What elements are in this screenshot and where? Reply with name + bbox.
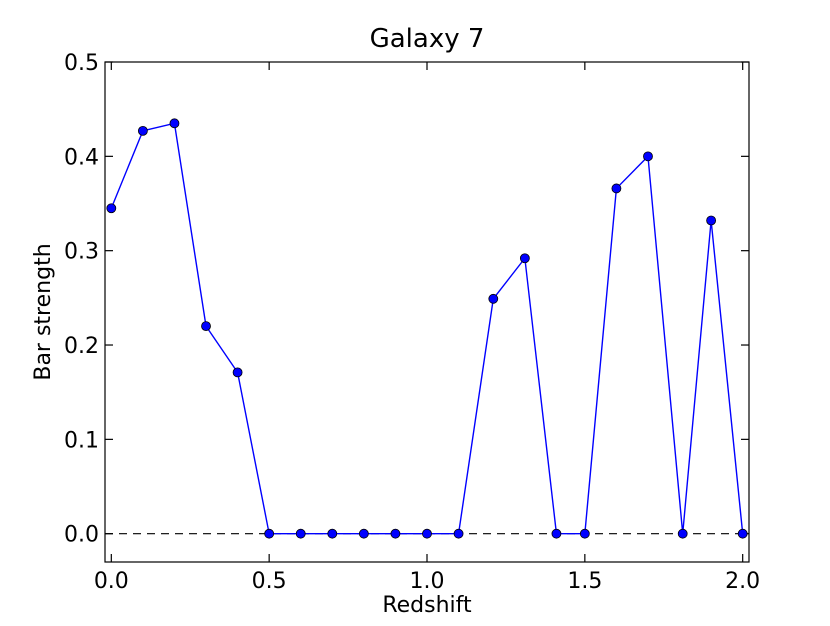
data-point — [737, 528, 748, 539]
chart-title: Galaxy 7 — [370, 24, 485, 54]
data-point — [643, 151, 653, 162]
data-point — [453, 528, 464, 539]
data-point — [677, 528, 688, 539]
plot-frame — [104, 61, 750, 563]
y-tick-label: 0.2 — [64, 334, 99, 359]
data-point — [295, 528, 306, 539]
data-point — [519, 253, 530, 264]
x-tick-label: 0.0 — [94, 569, 129, 594]
y-tick-label: 0.1 — [64, 428, 99, 453]
y-tick-label: 0.3 — [64, 240, 99, 265]
data-point — [264, 528, 275, 539]
y-axis-label: Bar strength — [31, 243, 56, 380]
x-tick-label: 1.0 — [410, 569, 445, 594]
y-tick-label: 0.0 — [64, 523, 99, 548]
data-point — [327, 528, 338, 539]
data-point — [232, 367, 243, 378]
y-tick-label: 0.4 — [64, 145, 99, 170]
data-point — [137, 125, 148, 136]
data-point — [611, 183, 622, 194]
data-point — [488, 293, 499, 304]
x-tick-label: 2.0 — [725, 569, 760, 594]
data-point — [706, 215, 717, 226]
data-point — [422, 528, 432, 539]
data-point — [579, 528, 590, 539]
data-point — [551, 528, 562, 539]
data-point — [201, 321, 211, 332]
x-tick-label: 0.5 — [252, 569, 287, 594]
x-tick-label: 1.5 — [567, 569, 602, 594]
data-point — [169, 118, 180, 129]
x-axis-label: Redshift — [382, 593, 472, 618]
data-point — [390, 528, 401, 539]
y-tick-label: 0.5 — [64, 51, 99, 76]
data-point — [358, 528, 369, 539]
data-point — [106, 203, 117, 214]
